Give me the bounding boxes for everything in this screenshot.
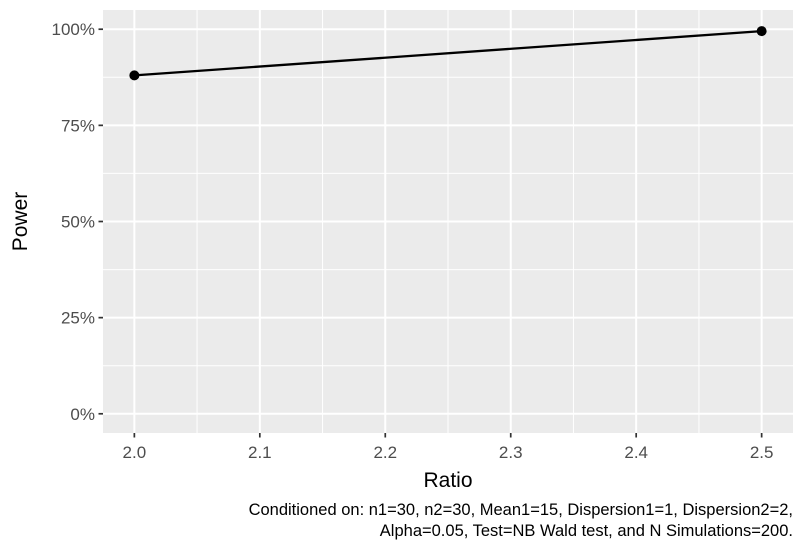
- y-axis-title: Power: [9, 192, 32, 252]
- x-tick-label: 2.3: [499, 443, 523, 462]
- x-tick-label: 2.0: [123, 443, 147, 462]
- x-tick-label: 2.2: [373, 443, 397, 462]
- data-point: [756, 26, 767, 37]
- series-line: [134, 30, 762, 77]
- plot-caption: Conditioned on: n1=30, n2=30, Mean1=15, …: [40, 500, 793, 542]
- data-point: [129, 70, 140, 81]
- x-tick-label: 2.5: [750, 443, 774, 462]
- caption-line-1: Conditioned on: n1=30, n2=30, Mean1=15, …: [248, 501, 793, 519]
- y-tick-label: 75%: [61, 116, 95, 135]
- x-tick-label: 2.1: [248, 443, 272, 462]
- plot-svg: 2.0 2.1 2.2 2.3 2.4 2.5 0% 25% 50% 75% 100% Ratio Po…: [9, 10, 793, 492]
- y-tick-label: 100%: [52, 20, 95, 39]
- y-tick-label: 25%: [61, 309, 95, 328]
- x-axis-title: Ratio: [423, 469, 472, 492]
- caption-line-2: Alpha=0.05, Test=NB Wald test, and N Sim…: [379, 522, 793, 540]
- y-tick-label: 0%: [70, 405, 95, 424]
- x-tick-label: 2.4: [624, 443, 648, 462]
- y-tick-label: 50%: [61, 213, 95, 232]
